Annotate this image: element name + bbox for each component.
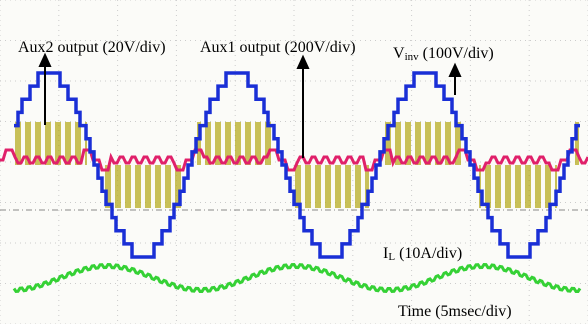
label-subscript: inv [405,51,420,63]
aux2-label: Aux2 output (20V/div) [18,39,166,56]
aux1-label: Aux1 output (200V/div) [200,39,356,56]
label-rest: (10A/div) [395,245,462,262]
time-label: Time (5msec/div) [398,303,512,320]
oscilloscope-capture: Aux2 output (20V/div) Aux1 output (200V/… [0,0,588,324]
il-label: IL (10A/div) [383,245,462,263]
label-rest: (100V/div) [419,45,494,62]
label-main: V [393,45,405,62]
